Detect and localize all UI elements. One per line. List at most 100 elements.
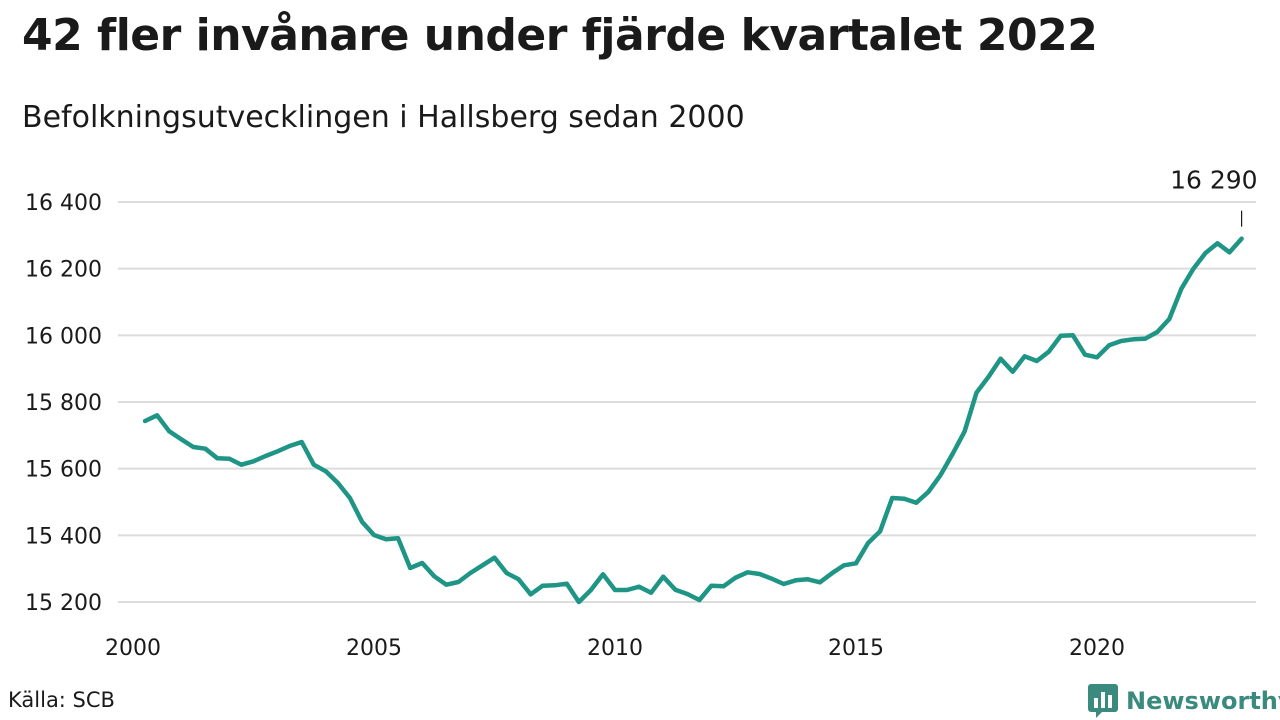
data-point (793, 578, 798, 583)
data-point (468, 571, 473, 575)
data-point (1179, 286, 1184, 291)
data-point (613, 588, 617, 592)
data-point (540, 583, 545, 588)
data-point (311, 462, 316, 467)
data-point (805, 577, 810, 582)
data-point (697, 598, 702, 602)
data-point (1239, 236, 1244, 241)
data-point (673, 587, 678, 592)
data-point (287, 444, 292, 448)
data-point (552, 583, 557, 588)
data-point (528, 592, 533, 597)
data-point (926, 490, 931, 494)
data-point (396, 536, 401, 541)
y-tick-label: 16 200 (25, 258, 102, 283)
data-point (372, 533, 376, 537)
data-point (878, 529, 883, 534)
data-point (902, 496, 907, 501)
x-tick-label: 2020 (1069, 636, 1125, 661)
data-point (420, 561, 425, 565)
x-tick-label: 2005 (346, 636, 402, 661)
data-point (299, 440, 304, 444)
y-tick-label: 15 200 (25, 591, 102, 616)
data-point (914, 500, 919, 505)
data-point (408, 566, 413, 570)
data-point (709, 583, 714, 588)
data-point (564, 581, 569, 586)
bar-chart-icon (1088, 684, 1118, 718)
data-point (275, 449, 280, 454)
data-point (191, 445, 196, 449)
data-point (1058, 333, 1063, 338)
data-point (1095, 355, 1099, 360)
y-tick-label: 15 400 (25, 524, 102, 549)
data-point (239, 462, 244, 467)
data-point (335, 481, 340, 485)
data-point (1191, 266, 1196, 271)
data-point (1107, 343, 1112, 348)
data-point (817, 580, 822, 585)
data-point (854, 561, 858, 566)
newsworthy-logo[interactable]: Newsworthy (1088, 684, 1280, 718)
data-point (155, 413, 160, 418)
data-point (721, 584, 726, 589)
data-point (263, 454, 268, 458)
data-point (504, 571, 509, 575)
data-point (829, 571, 834, 576)
data-point (1046, 349, 1051, 354)
data-point (841, 563, 846, 568)
data-point (215, 456, 220, 461)
data-point (974, 390, 979, 395)
data-point (516, 577, 521, 582)
data-point (1022, 354, 1027, 359)
y-tick-label: 16 400 (25, 191, 102, 216)
series-line (142, 236, 1244, 605)
data-point (143, 419, 148, 423)
data-point (781, 582, 786, 586)
y-tick-label: 16 000 (25, 324, 102, 349)
data-point (1167, 317, 1172, 321)
data-point (227, 456, 232, 461)
data-point (1155, 330, 1160, 334)
data-point (685, 592, 690, 596)
source-label: Källa: SCB (8, 688, 115, 712)
data-point (1227, 250, 1232, 255)
data-point (769, 576, 774, 581)
x-tick-label: 2000 (105, 636, 161, 661)
data-point (625, 588, 630, 592)
data-point (950, 452, 955, 457)
data-point (757, 572, 762, 576)
data-point (347, 496, 352, 500)
y-tick-label: 15 800 (25, 391, 102, 416)
data-point (1215, 241, 1220, 246)
data-point (938, 473, 943, 478)
data-point (1203, 251, 1208, 255)
data-point (962, 429, 967, 434)
data-point (1082, 352, 1087, 357)
data-point (432, 574, 437, 579)
brand-name: Newsworthy (1126, 687, 1280, 715)
data-point (1034, 359, 1039, 363)
chart-subtitle: Befolkningsutvecklingen i Hallsberg seda… (22, 100, 745, 135)
data-point (1131, 337, 1136, 342)
data-point (456, 580, 461, 584)
data-point (1143, 336, 1148, 341)
data-point (480, 563, 485, 568)
x-tick-label: 2010 (587, 636, 643, 661)
data-point (359, 519, 364, 524)
data-point (167, 429, 172, 434)
data-point (251, 459, 256, 464)
data-point (733, 575, 738, 580)
data-point (576, 600, 581, 604)
data-point (998, 356, 1003, 361)
chart-title: 42 fler invånare under fjärde kvartalet … (22, 10, 1098, 61)
data-point (649, 590, 654, 595)
y-tick-label: 15 600 (25, 458, 102, 483)
data-point (179, 437, 184, 442)
data-point (1010, 369, 1015, 374)
data-point (745, 570, 750, 575)
data-point (1070, 333, 1075, 338)
data-point (323, 469, 328, 474)
annotation-label: 16 290 (1170, 166, 1257, 195)
